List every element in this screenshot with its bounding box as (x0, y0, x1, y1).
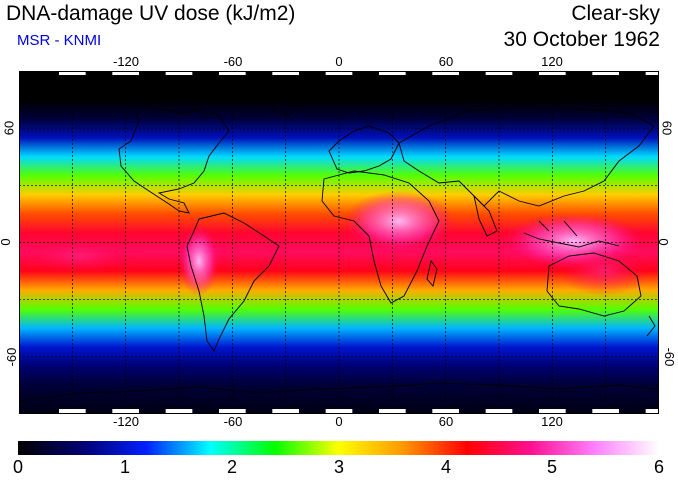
frame-tick (59, 409, 86, 413)
lon-tick-top: 60 (438, 54, 454, 69)
coast-new-zealand (646, 315, 656, 337)
frame-tick (645, 409, 659, 413)
lon-tick-bottom: -120 (112, 414, 140, 429)
frame-tick (485, 71, 513, 75)
frame-tick (219, 71, 246, 75)
lon-tick-bottom: 120 (541, 414, 563, 429)
frame-tick (325, 71, 353, 75)
title: DNA-damage UV dose (kJ/m2) (6, 2, 296, 25)
graticule (19, 71, 659, 414)
coast-antarctica (19, 382, 659, 402)
frame-tick (592, 409, 619, 413)
date-label: 30 October 1962 (503, 28, 660, 51)
lon-tick-top: 0 (335, 54, 343, 69)
frame-tick (165, 71, 193, 75)
uv-dose-map[interactable] (19, 71, 659, 414)
coast-australia (546, 252, 642, 317)
lon-tick-top: -120 (112, 54, 140, 69)
colorbar-label: 1 (119, 457, 131, 477)
lat-tick-left: 60 (1, 120, 17, 136)
lat-tick-right: 60 (659, 120, 675, 136)
frame-tick (485, 409, 513, 413)
lon-tick-bottom: 0 (335, 414, 343, 429)
colorbar-label: 4 (440, 457, 452, 477)
lon-tick-bottom: -60 (223, 414, 243, 429)
hotspot-andes (179, 226, 219, 296)
frame-tick (112, 409, 139, 413)
lat-tick-left: -60 (3, 347, 19, 367)
frame-tick (272, 71, 299, 75)
coast-indonesia (523, 220, 620, 248)
frame-tick (539, 409, 566, 413)
condition-label: Clear-sky (571, 2, 660, 25)
source-label: MSR - KNMI (17, 32, 102, 49)
coast-south-america (186, 212, 280, 352)
coast-north-america (30, 90, 230, 214)
frame-tick (379, 71, 406, 75)
hotspot-australia (559, 246, 649, 296)
frame-tick (59, 71, 86, 75)
lon-tick-top: 120 (541, 54, 563, 69)
lat-tick-right: -60 (661, 347, 677, 367)
frame-tick (219, 409, 246, 413)
coast-madagascar (426, 259, 438, 287)
frame-tick (379, 409, 406, 413)
frame-tick (272, 409, 299, 413)
hotspot-central-africa (344, 191, 454, 251)
coast-greenland (258, 75, 320, 116)
colorbar-label: 0 (12, 457, 24, 477)
coast-africa (321, 170, 440, 304)
lat-tick-left: 0 (0, 238, 13, 245)
coast-india (473, 194, 498, 237)
frame-tick (165, 409, 193, 413)
frame-tick (592, 71, 619, 75)
frame-tick (325, 409, 353, 413)
hotspot-pacific (19, 238, 139, 274)
frame-tick (112, 71, 139, 75)
lon-tick-top: -60 (223, 54, 243, 69)
hotspot-layer (19, 191, 649, 296)
frame-tick (432, 71, 459, 75)
colorbar-scale (18, 441, 659, 455)
colorbar-label: 3 (333, 457, 345, 477)
coast-europe (328, 125, 400, 174)
colorbar-label: 2 (226, 457, 238, 477)
frame-tick (432, 409, 459, 413)
coastlines (19, 75, 659, 402)
map-border (19, 71, 659, 414)
frame-tick (539, 71, 566, 75)
colorbar-label: 6 (653, 457, 665, 477)
colorbar-label: 5 (546, 457, 558, 477)
lon-tick-bottom: 60 (438, 414, 454, 429)
coast-asia (398, 105, 655, 207)
frame-tick (645, 71, 659, 75)
colorbar (18, 441, 659, 455)
